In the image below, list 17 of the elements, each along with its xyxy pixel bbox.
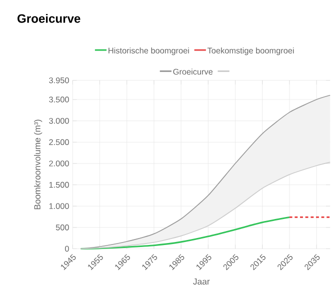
y-tick-label: 500 [56,224,69,230]
y-tick-label: 1.000 [49,203,69,210]
chart-title: Groeicurve [18,14,80,23]
line-series [80,162,331,250]
y-tick-label: 2.500 [49,139,69,146]
y-tick-label: 0 [65,246,69,252]
legend-label: Historische boomgroei [108,48,189,56]
y-tick-label: 1.500 [49,182,69,188]
legend-label: Toekomstige boomgroei [207,48,294,56]
legend-label: Groeicurve [173,68,213,75]
y-tick-label: 3.000 [49,118,69,124]
y-axis-title: Boomkroonvolume (m³) [34,120,42,210]
line-series [80,216,290,250]
x-axis-title: Jaar [193,278,210,285]
y-tick-label: 2.000 [49,160,69,166]
y-tick-label: 3.950 [49,78,69,84]
y-tick-label: 3.500 [49,96,69,103]
